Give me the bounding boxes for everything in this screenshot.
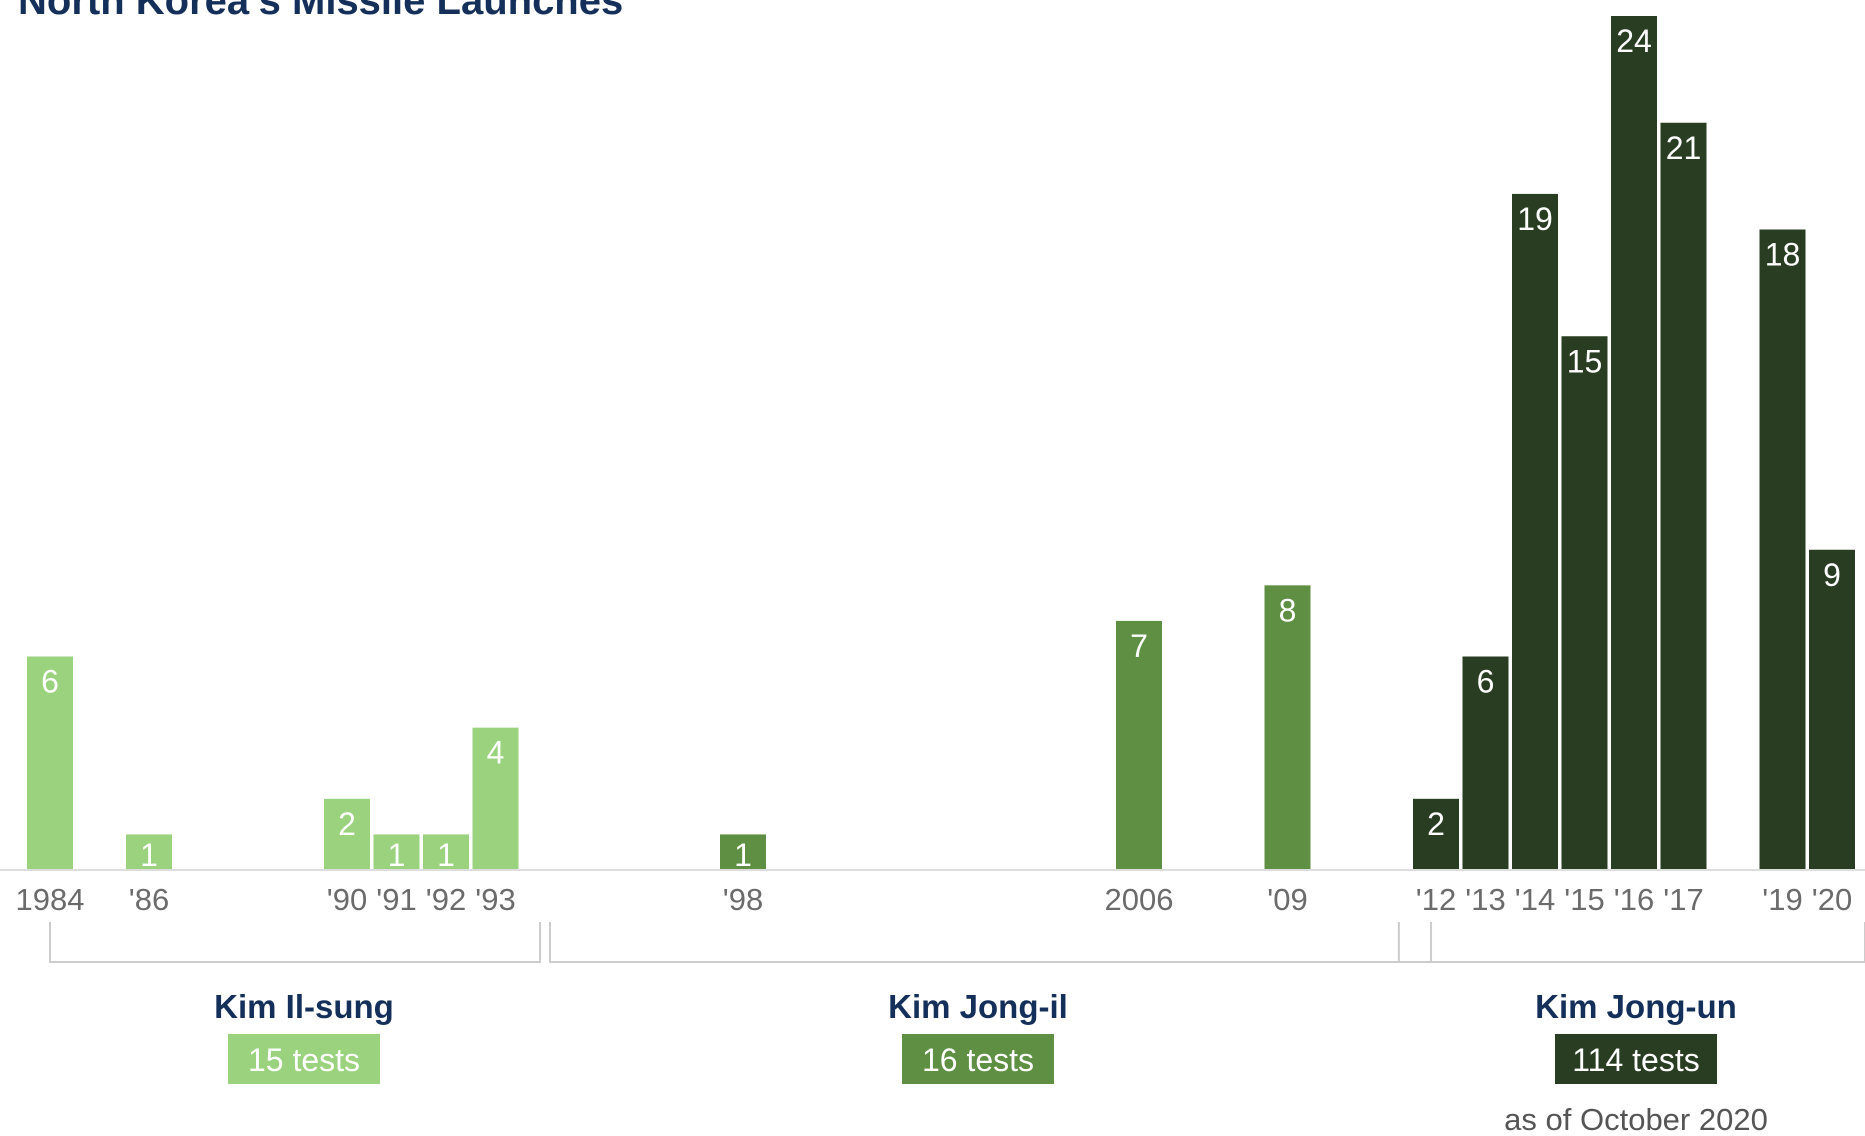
bar-1993 [472, 727, 519, 870]
tick-label-2015: '15 [1564, 882, 1604, 917]
bar-label-1998: 1 [734, 837, 752, 873]
badge-text-kim_jong_un: 114 tests [1572, 1042, 1699, 1078]
bar-2006 [1116, 620, 1162, 870]
bar-label-1990: 2 [338, 806, 356, 842]
badge-kim_il_sung [228, 1034, 380, 1084]
bar-2016 [1611, 16, 1657, 870]
tick-label-2006: 2006 [1105, 882, 1174, 917]
leader-groups-layer: Kim Il-sung 15 tests Kim Jong-il 16 tests Ki… [49, 922, 1865, 1136]
tick-labels-layer: 1984 '86 '90 '91 '92 '93 '98 2006 '09 '12 '13 '14 '1… [16, 882, 1853, 917]
bracket-kim_jong_il [548, 922, 1433, 963]
bar-2017 [1660, 122, 1707, 870]
note-kim_jong_un: as of October 2020 [1504, 1102, 1768, 1136]
bar-label-2019: 18 [1765, 237, 1801, 273]
leader-name-kim_jong_il: Kim Jong-il [888, 988, 1068, 1025]
tick-label-2016: '16 [1614, 882, 1654, 917]
tick-label-1998: '98 [723, 882, 763, 917]
bar-1990 [324, 798, 370, 870]
tick-label-1992: '92 [426, 882, 466, 917]
tick-label-1990: '90 [327, 882, 367, 917]
tick-label-1991: '91 [376, 882, 416, 917]
bar-label-2013: 6 [1477, 664, 1495, 700]
bar-label-1991: 1 [388, 837, 406, 873]
bar-label-1984: 6 [41, 664, 59, 700]
bar-2015 [1561, 336, 1608, 870]
bar-label-2006: 7 [1130, 628, 1148, 664]
tick-label-1986: '86 [129, 882, 169, 917]
bar-label-2020: 9 [1823, 557, 1841, 593]
tick-label-2013: '13 [1465, 882, 1505, 917]
badge-kim_jong_il [902, 1034, 1054, 1084]
bar-2019 [1759, 229, 1806, 870]
bar-2012 [1413, 798, 1459, 870]
chart-title: North Korea's Missile Launches [18, 0, 623, 23]
bar-label-2017: 21 [1666, 130, 1702, 166]
tick-label-1984: 1984 [16, 882, 85, 917]
tick-label-2017: '17 [1663, 882, 1703, 917]
bar-2020 [1809, 549, 1855, 870]
bar-label-2009: 8 [1279, 592, 1297, 628]
leader-name-kim_il_sung: Kim Il-sung [214, 988, 394, 1025]
tick-label-2020: '20 [1812, 882, 1852, 917]
bar-label-1992: 1 [437, 837, 455, 873]
bar-1991 [373, 834, 420, 870]
bar-label-2014: 19 [1517, 201, 1553, 237]
bar-1984 [27, 656, 73, 870]
badge-kim_jong_un [1555, 1034, 1717, 1084]
badge-text-kim_jong_il: 16 tests [922, 1042, 1034, 1078]
bar-2013 [1462, 656, 1509, 870]
leader-name-kim_jong_un: Kim Jong-un [1535, 988, 1737, 1025]
tick-label-2014: '14 [1515, 882, 1555, 917]
bar-1998 [720, 834, 766, 870]
tick-label-2019: '19 [1762, 882, 1802, 917]
tick-label-2012: '12 [1416, 882, 1456, 917]
bar-label-2012: 2 [1427, 806, 1445, 842]
bar-label-2016: 24 [1616, 23, 1652, 59]
bar-1992 [423, 834, 469, 870]
bar-label-2015: 15 [1567, 343, 1603, 379]
bracket-kim_il_sung [49, 922, 542, 963]
bracket-kim_jong_un [1397, 922, 1865, 963]
tick-label-1993: '93 [475, 882, 515, 917]
bar-2014 [1512, 193, 1558, 870]
bar-1986 [126, 834, 172, 870]
badge-text-kim_il_sung: 15 tests [248, 1042, 360, 1078]
tick-label-2009: '09 [1267, 882, 1307, 917]
bar-label-1986: 1 [140, 837, 158, 873]
bar-2009 [1264, 585, 1311, 870]
bar-label-1993: 4 [487, 735, 505, 771]
